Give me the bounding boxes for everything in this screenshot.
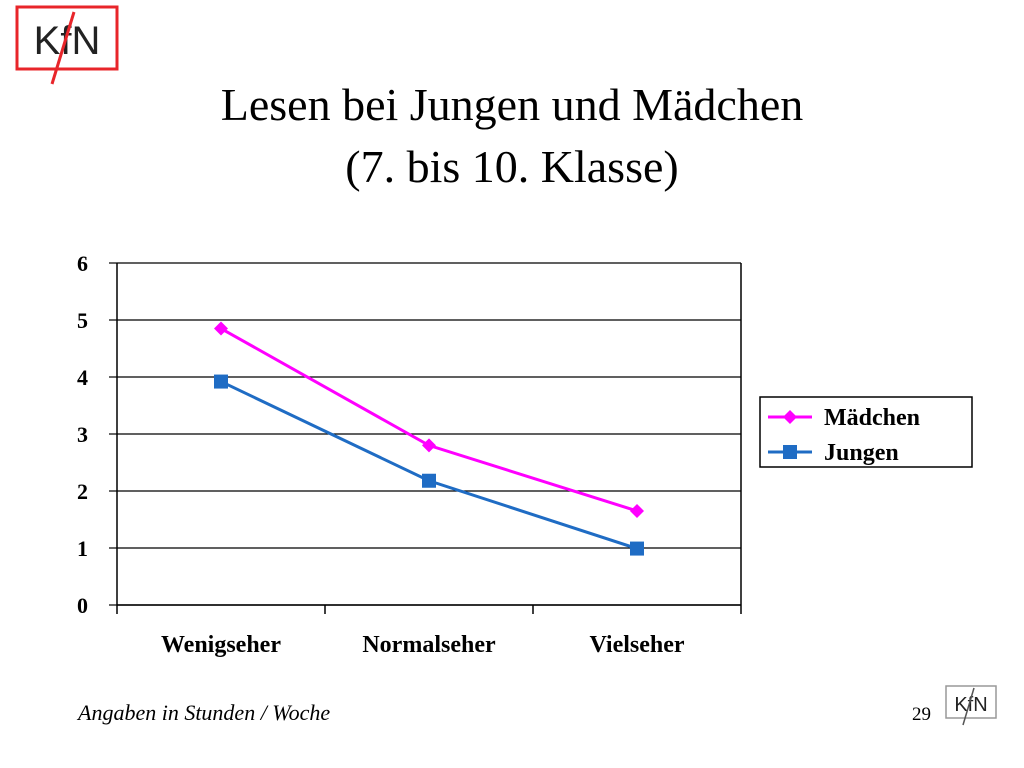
- title-line-1: Lesen bei Jungen und Mädchen: [220, 79, 804, 130]
- ytick-label-4: 4: [77, 365, 88, 390]
- series-line-jungen: [220, 380, 638, 550]
- legend-label-jungen: Jungen: [824, 440, 899, 466]
- title-line-2: (7. bis 10. Klasse): [345, 141, 679, 192]
- kfn-logo: KfN: [15, 5, 119, 85]
- legend-box: [759, 396, 973, 468]
- category-label-wenigseher: Wenigseher: [161, 632, 281, 658]
- logo-small-lettering: KfN: [954, 694, 987, 716]
- point-jungen-wenigseher: [214, 374, 228, 389]
- kfn-logo-small: KfN: [945, 685, 997, 726]
- legend-marker-jungen: [783, 445, 797, 459]
- point-mädchen-vielseher: [630, 503, 644, 518]
- point-jungen-normalseher: [422, 473, 436, 488]
- units-note: Angaben in Stunden / Woche: [78, 700, 331, 725]
- point-jungen-vielseher: [630, 541, 644, 556]
- axes: 0 1 2 3 4 5 6 Wenigseher Normalseher Vielseher: [77, 251, 742, 658]
- ytick-label-6: 6: [77, 251, 88, 276]
- point-mädchen-normalseher: [422, 438, 436, 453]
- category-label-vielseher: Vielseher: [589, 632, 684, 658]
- ytick-label-2: 2: [77, 479, 88, 504]
- page-number: 29: [912, 704, 931, 725]
- category-label-normalseher: Normalseher: [362, 632, 496, 658]
- legend-marker-mädchen: [783, 410, 797, 424]
- ytick-label-3: 3: [77, 422, 88, 447]
- logo-lettering: KfN: [34, 19, 101, 63]
- series: [214, 321, 644, 556]
- ytick-label-0: 0: [77, 593, 88, 618]
- ytick-label-5: 5: [77, 308, 88, 333]
- ytick-label-1: 1: [77, 536, 88, 561]
- gridlines: [117, 262, 741, 606]
- legend-label-mädchen: Mädchen: [824, 405, 920, 431]
- slide-title: Lesen bei Jungen und Mädchen (7. bis 10.…: [0, 74, 1024, 198]
- point-mädchen-wenigseher: [214, 321, 228, 336]
- legend: Mädchen Jungen: [759, 396, 973, 468]
